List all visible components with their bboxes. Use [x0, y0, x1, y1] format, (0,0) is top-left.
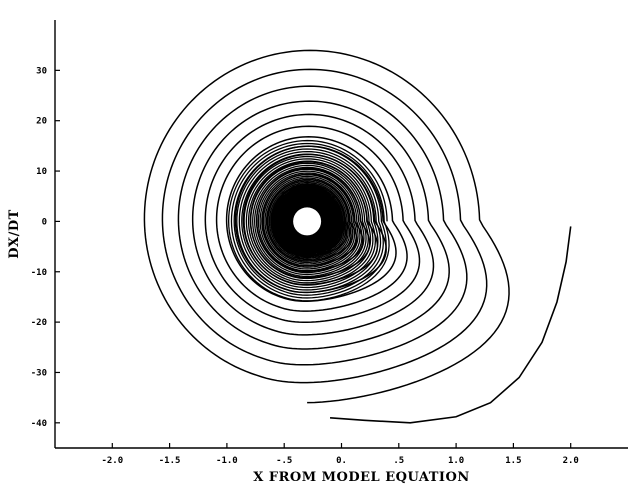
x-tick-label: 1.0 — [448, 456, 464, 466]
x-tick-label: -2.0 — [101, 456, 123, 466]
y-tick-label: 10 — [36, 167, 47, 177]
trajectory-tail — [329, 226, 572, 424]
x-ticks: -2.0 -1.5 -1.0 -.5 0. .5 1.0 1.5 2.0 — [101, 443, 579, 466]
y-tick-label: 20 — [36, 117, 47, 127]
y-tick-label: -20 — [31, 318, 47, 328]
series-layer — [143, 49, 572, 424]
x-tick-label: -1.5 — [159, 456, 181, 466]
y-tick-label: 30 — [36, 66, 47, 76]
y-axis-title: DX/DT — [7, 209, 22, 259]
x-axis-title: X FROM MODEL EQUATION — [253, 470, 469, 485]
x-tick-label: 1.5 — [505, 456, 521, 466]
x-tick-label: -.5 — [276, 456, 292, 466]
x-tick-label: 2.0 — [563, 456, 579, 466]
y-tick-label: -10 — [31, 268, 47, 278]
x-tick-label: -1.0 — [216, 456, 238, 466]
y-ticks: -40 -30 -20 -10 0 10 20 30 — [31, 66, 60, 429]
fixed-point — [293, 207, 322, 236]
y-tick-label: -40 — [31, 419, 47, 429]
y-tick-label: 0 — [42, 217, 47, 227]
y-tick-label: -30 — [31, 368, 47, 378]
x-tick-label: .5 — [393, 456, 404, 466]
x-tick-label: 0. — [336, 456, 347, 466]
